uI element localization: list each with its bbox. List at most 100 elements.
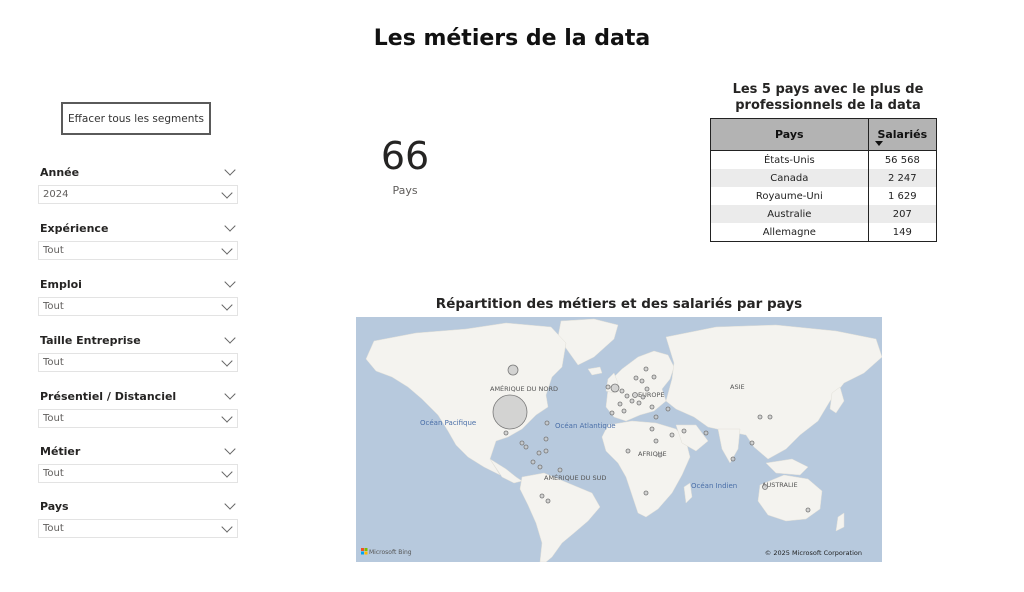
bubble-country[interactable] — [651, 374, 657, 380]
clear-all-slicers-button[interactable]: Effacer tous les segments — [61, 102, 211, 135]
slicer-title: Année — [40, 165, 80, 179]
bubble-country[interactable] — [503, 430, 509, 436]
bubble-country[interactable] — [805, 507, 811, 513]
table-row[interactable]: Canada 2 247 — [710, 169, 938, 187]
slicer-dropdown[interactable]: Tout — [38, 297, 238, 316]
bubble-uk[interactable] — [610, 383, 620, 393]
bubble-country[interactable] — [649, 426, 655, 432]
chevron-down-icon[interactable] — [224, 164, 236, 176]
bubble-country[interactable] — [649, 404, 655, 410]
bubble-country[interactable] — [537, 464, 543, 470]
table-row[interactable]: Royaume-Uni 1 629 — [710, 187, 938, 205]
bubble-country[interactable] — [621, 408, 627, 414]
bubble-usa[interactable] — [492, 394, 528, 430]
bubble-country[interactable] — [757, 414, 763, 420]
chevron-down-icon — [221, 520, 233, 533]
slicer-dropdown[interactable]: Tout — [38, 241, 238, 260]
bubble-country[interactable] — [545, 498, 551, 504]
chevron-down-icon[interactable] — [224, 276, 236, 288]
map-canvas[interactable]: AMÉRIQUE DU NORD EUROPE ASIE AFRIQUE AMÉ… — [356, 317, 882, 562]
bubble-country[interactable] — [633, 375, 639, 381]
slicer-selected-value: Tout — [43, 523, 64, 534]
bubble-country[interactable] — [624, 393, 630, 399]
table-row[interactable]: Australie 207 — [710, 205, 938, 223]
map-bubbles[interactable] — [492, 364, 811, 513]
slicer-title: Présentiel / Distanciel — [40, 389, 177, 403]
bubble-country[interactable] — [643, 490, 649, 496]
table-row[interactable]: États-Unis 56 568 — [710, 150, 938, 169]
map-label-north-america: AMÉRIQUE DU NORD — [490, 384, 558, 393]
slicer-dropdown[interactable]: Tout — [38, 519, 238, 538]
bubble-country[interactable] — [543, 436, 549, 442]
slicer-header[interactable]: Taille Entreprise — [38, 332, 238, 348]
bubble-country[interactable] — [544, 420, 550, 426]
chevron-down-icon — [221, 354, 233, 367]
bubble-country[interactable] — [523, 444, 529, 450]
bubble-country[interactable] — [640, 394, 646, 400]
bubble-country[interactable] — [730, 456, 736, 462]
bubble-country[interactable] — [643, 366, 649, 372]
slicer-experience: Expérience Tout — [38, 220, 238, 260]
bubble-country[interactable] — [653, 414, 659, 420]
bubble-country[interactable] — [543, 448, 549, 454]
bubble-country[interactable] — [681, 428, 687, 434]
slicer-header[interactable]: Pays — [38, 498, 238, 514]
bubble-country[interactable] — [519, 440, 525, 446]
slicer-header[interactable]: Présentiel / Distanciel — [38, 388, 238, 404]
bubble-country[interactable] — [619, 388, 625, 394]
bubble-australia[interactable] — [762, 484, 768, 490]
slicer-dropdown[interactable]: 2024 — [38, 185, 238, 204]
world-map[interactable]: AMÉRIQUE DU NORD EUROPE ASIE AFRIQUE AMÉ… — [356, 317, 882, 562]
slicer-dropdown[interactable]: Tout — [38, 464, 238, 483]
top-countries-table: Pays Salariés États-Unis 56 568 Canada 2… — [710, 118, 938, 242]
slicer-pays: Pays Tout — [38, 498, 238, 538]
slicer-dropdown[interactable]: Tout — [38, 409, 238, 428]
bubble-country[interactable] — [665, 406, 671, 412]
chevron-down-icon[interactable] — [224, 443, 236, 455]
bubble-country[interactable] — [617, 401, 623, 407]
bubble-country[interactable] — [636, 400, 642, 406]
bubble-country[interactable] — [669, 432, 675, 438]
slicer-header[interactable]: Expérience — [38, 220, 238, 236]
table-row[interactable]: Allemagne 149 — [710, 223, 938, 242]
bubble-country[interactable] — [644, 386, 650, 392]
map-label-africa: AFRIQUE — [638, 450, 667, 458]
chevron-down-icon[interactable] — [224, 388, 236, 400]
landmass-iceland — [587, 366, 603, 376]
cell-pays: Royaume-Uni — [710, 187, 869, 205]
bubble-country[interactable] — [629, 398, 635, 404]
bubble-country[interactable] — [749, 440, 755, 446]
bubble-country[interactable] — [767, 414, 773, 420]
map-title: Répartition des métiers et des salariés … — [435, 296, 803, 312]
slicer-title: Métier — [40, 444, 81, 458]
slicer-selected-value: Tout — [43, 357, 64, 368]
bubble-country[interactable] — [605, 384, 611, 390]
bubble-country[interactable] — [557, 467, 563, 473]
bubble-country[interactable] — [539, 493, 545, 499]
bubble-country[interactable] — [530, 459, 536, 465]
bubble-country[interactable] — [536, 450, 542, 456]
slicer-selected-value: 2024 — [43, 189, 69, 200]
chevron-down-icon[interactable] — [224, 498, 236, 510]
bubble-canada[interactable] — [507, 364, 519, 376]
bubble-country[interactable] — [609, 410, 615, 416]
column-header-pays[interactable]: Pays — [710, 118, 869, 151]
bubble-germany[interactable] — [632, 392, 638, 398]
slicer-dropdown[interactable]: Tout — [38, 353, 238, 372]
bubble-country[interactable] — [639, 378, 645, 384]
slicer-header[interactable]: Métier — [38, 443, 238, 459]
bubble-country[interactable] — [653, 438, 659, 444]
slicer-annee: Année 2024 — [38, 164, 238, 204]
bubble-country[interactable] — [657, 452, 663, 458]
slicer-header[interactable]: Année — [38, 164, 238, 180]
slicer-header[interactable]: Emploi — [38, 276, 238, 292]
chevron-down-icon — [221, 410, 233, 423]
bubble-country[interactable] — [703, 430, 709, 436]
page-title: Les métiers de la data — [373, 26, 651, 51]
bubble-country[interactable] — [625, 448, 631, 454]
chevron-down-icon[interactable] — [224, 220, 236, 232]
column-header-salaries[interactable]: Salariés — [867, 118, 938, 151]
cell-pays: Canada — [710, 169, 869, 187]
chevron-down-icon[interactable] — [224, 332, 236, 344]
slicer-title: Emploi — [40, 277, 82, 291]
